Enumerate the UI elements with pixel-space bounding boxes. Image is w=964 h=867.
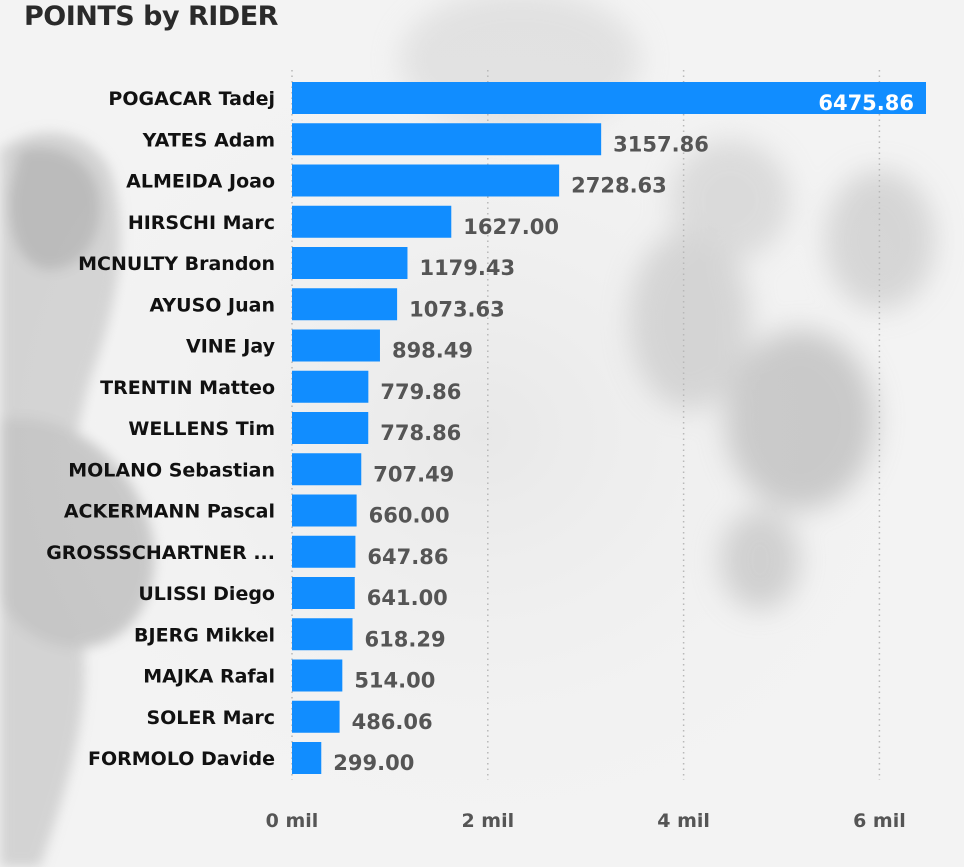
bar[interactable] — [292, 577, 355, 609]
data-label: 1073.63 — [409, 297, 505, 321]
data-label: 707.49 — [373, 462, 454, 486]
bar[interactable] — [292, 247, 408, 279]
x-tick-label: 6 mil — [853, 810, 906, 832]
category-label: AYUSO Juan — [150, 294, 275, 316]
bars — [292, 82, 926, 774]
category-label: ULISSI Diego — [138, 583, 275, 605]
bar[interactable] — [292, 164, 560, 197]
category-label: POGACAR Tadej — [108, 88, 275, 110]
bar[interactable] — [292, 742, 322, 774]
data-label: 647.86 — [367, 545, 448, 569]
x-tick-label: 0 mil — [266, 810, 319, 832]
bar[interactable] — [292, 535, 356, 568]
data-label: 1179.43 — [419, 256, 515, 280]
category-label: YATES Adam — [142, 129, 275, 151]
x-tick-label: 4 mil — [657, 810, 710, 832]
x-tick-label: 2 mil — [461, 810, 514, 832]
bar[interactable] — [292, 659, 343, 692]
data-label: 778.86 — [380, 421, 461, 445]
data-label: 618.29 — [365, 627, 446, 651]
bar[interactable] — [292, 494, 357, 527]
category-label: MOLANO Sebastian — [68, 459, 275, 481]
category-label: HIRSCHI Marc — [128, 212, 275, 234]
category-label: GROSSSCHARTNER ... — [46, 542, 275, 564]
data-label: 660.00 — [369, 504, 450, 528]
data-label: 641.00 — [367, 586, 448, 610]
chart-title: POINTS by RIDER — [24, 1, 278, 32]
category-label: VINE Jay — [186, 336, 276, 358]
category-label: ALMEIDA Joao — [126, 171, 275, 193]
bar[interactable] — [292, 205, 452, 238]
category-label: BJERG Mikkel — [134, 624, 275, 646]
category-label: TRENTIN Matteo — [100, 377, 275, 399]
data-label: 898.49 — [392, 339, 473, 363]
bar[interactable] — [292, 82, 926, 114]
data-label: 299.00 — [333, 751, 414, 775]
category-label: MAJKA Rafal — [143, 666, 275, 688]
bar[interactable] — [292, 618, 353, 651]
data-label: 1627.00 — [463, 215, 559, 239]
bar[interactable] — [292, 370, 369, 403]
data-label: 3157.86 — [613, 132, 709, 156]
data-label: 779.86 — [380, 380, 461, 404]
labels: 0 mil 2 mil 4 mil 6 mil POGACAR Tadej 6475.86… — [46, 88, 914, 832]
category-label: WELLENS Tim — [128, 418, 275, 440]
category-label: SOLER Marc — [146, 707, 275, 729]
bar[interactable] — [292, 453, 362, 486]
data-label: 6475.86 — [818, 91, 914, 115]
category-label: ACKERMANN Pascal — [64, 501, 275, 523]
category-label: MCNULTY Brandon — [78, 253, 275, 275]
category-label: FORMOLO Davide — [88, 748, 275, 770]
bar[interactable] — [292, 123, 602, 156]
data-label: 514.00 — [354, 669, 435, 693]
data-label: 2728.63 — [571, 174, 667, 198]
bar[interactable] — [292, 412, 369, 444]
data-label: 486.06 — [352, 710, 433, 734]
bar[interactable] — [292, 329, 380, 362]
bar[interactable] — [292, 288, 398, 321]
bar[interactable] — [292, 700, 340, 733]
